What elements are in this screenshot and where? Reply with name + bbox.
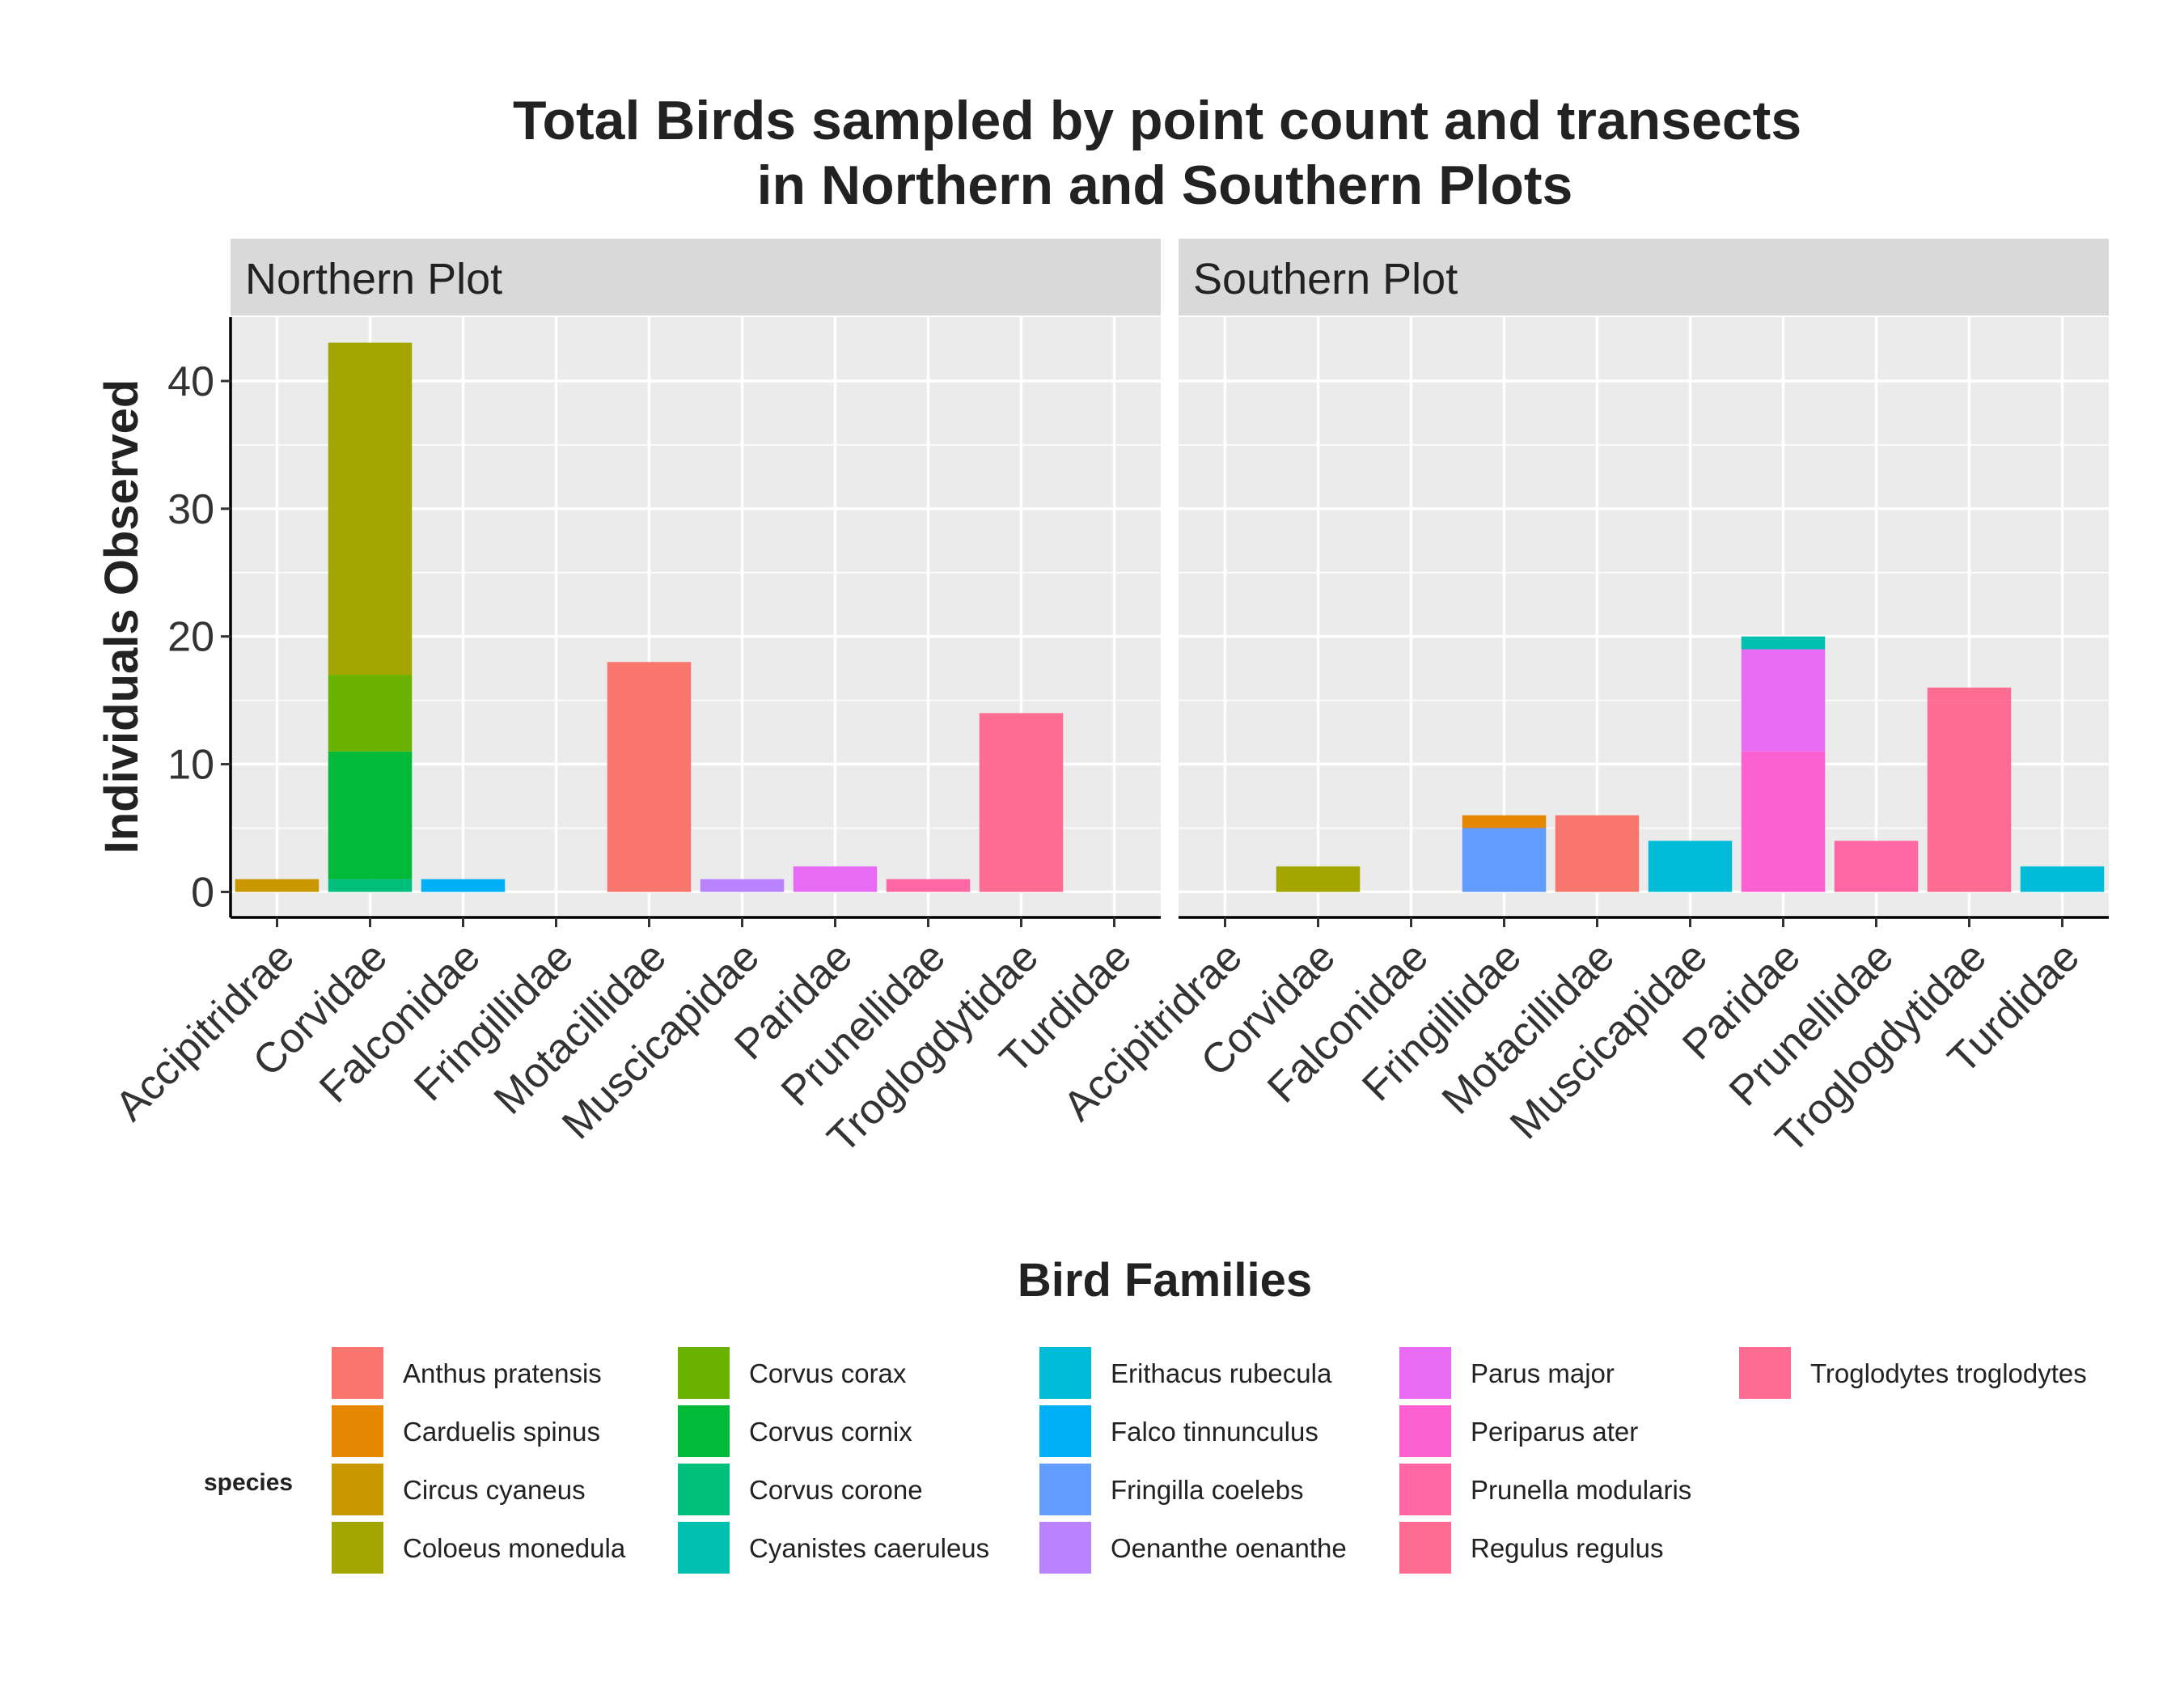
bar-motacillidae-anthus-pratensis [1555, 815, 1640, 892]
bar-corvidae-coloeus-monedula [328, 342, 413, 676]
chart-title: Total Birds sampled by point count and t… [513, 90, 1817, 216]
legend-item-carduelis-spinus: Carduelis spinus [332, 1405, 600, 1457]
legend-label: Carduelis spinus [403, 1417, 600, 1447]
legend-label: Anthus pratensis [403, 1358, 602, 1388]
panel-southern-plot: Southern PlotAccipitridraeCorvidaeFalcon… [1055, 239, 2109, 1162]
legend-key [1399, 1347, 1451, 1399]
y-tick-label: 40 [167, 358, 214, 405]
legend-key [1039, 1522, 1091, 1574]
legend-key [678, 1522, 730, 1574]
y-tick-label: 0 [191, 869, 214, 916]
facet-panels: Northern Plot010203040AccipitridraeCorvi… [107, 239, 2109, 1162]
x-axis-title: Bird Families [1018, 1254, 1312, 1307]
legend-item-troglodytes-troglodytes: Troglodytes troglodytes [1739, 1347, 2087, 1399]
bar-falconidae-falco-tinnunculus [421, 879, 506, 892]
bar-troglogdytidae-troglodytes-troglodytes [1927, 700, 2012, 892]
legend-item-erithacus-rubecula: Erithacus rubecula [1039, 1347, 1332, 1399]
bar-accipitridrae-circus-cyaneus [235, 879, 320, 892]
bar-troglogdytidae-troglodytes-troglodytes [979, 713, 1064, 892]
legend-item-corvus-corone: Corvus corone [678, 1464, 923, 1515]
legend-item-periparus-ater: Periparus ater [1399, 1405, 1638, 1457]
legend-key [1039, 1464, 1091, 1515]
bar-motacillidae-anthus-pratensis [607, 662, 692, 892]
legend-key [1399, 1405, 1451, 1457]
legend-key [332, 1464, 383, 1515]
bar-paridae-parus-major [1741, 649, 1826, 752]
bar-paridae-parus-major [793, 866, 878, 892]
chart-title-line-2: in Northern and Southern Plots [757, 155, 1573, 216]
bar-fringillidae-carduelis-spinus [1462, 815, 1547, 828]
bar-paridae-cyanistes-caeruleus [1741, 636, 1826, 650]
legend-item-fringilla-coelebs: Fringilla coelebs [1039, 1464, 1303, 1515]
facet-strip [1179, 239, 2109, 316]
bar-muscicapidae-erithacus-rubecula [1648, 841, 1733, 892]
legend-title: species [204, 1469, 293, 1496]
y-tick-label: 30 [167, 486, 214, 533]
legend-item-regulus-regulus: Regulus regulus [1399, 1522, 1663, 1574]
bar-prunellidae-prunella-modularis [886, 879, 971, 892]
legend-item-prunella-modularis: Prunella modularis [1399, 1464, 1691, 1515]
facet-label: Southern Plot [1193, 255, 1458, 303]
legend-item-cyanistes-caeruleus: Cyanistes caeruleus [678, 1522, 989, 1574]
legend-key [332, 1347, 383, 1399]
legend-label: Cyanistes caeruleus [749, 1533, 989, 1563]
y-tick-label: 10 [167, 742, 214, 789]
legend-label: Periparus ater [1471, 1417, 1638, 1447]
legend-item-oenanthe-oenanthe: Oenanthe oenanthe [1039, 1522, 1347, 1574]
y-tick-label: 20 [167, 614, 214, 661]
bar-corvidae-corvus-cornix [328, 751, 413, 879]
bar-muscicapidae-oenanthe-oenanthe [700, 879, 785, 892]
legend-label: Oenanthe oenanthe [1111, 1533, 1347, 1563]
panel-northern-plot: Northern Plot010203040AccipitridraeCorvi… [107, 239, 1161, 1162]
legend-item-falco-tinnunculus: Falco tinnunculus [1039, 1405, 1318, 1457]
legend-item-corvus-cornix: Corvus cornix [678, 1405, 912, 1457]
bar-corvidae-corvus-corone [328, 879, 413, 892]
legend-item-anthus-pratensis: Anthus pratensis [332, 1347, 602, 1399]
bar-prunellidae-prunella-modularis [1834, 841, 1919, 892]
legend-item-corvus-corax: Corvus corax [678, 1347, 907, 1399]
legend-key [1399, 1522, 1451, 1574]
chart-title-line-1: Total Birds sampled by point count and t… [513, 90, 1801, 151]
legend-label: Fringilla coelebs [1111, 1475, 1303, 1505]
legend-key [678, 1347, 730, 1399]
legend-label: Prunella modularis [1471, 1475, 1691, 1505]
legend-item-coloeus-monedula: Coloeus monedula [332, 1522, 626, 1574]
legend-label: Circus cyaneus [403, 1475, 586, 1505]
legend-label: Corvus cornix [749, 1417, 912, 1447]
legend-key [332, 1522, 383, 1574]
legend-key [332, 1405, 383, 1457]
legend-key [678, 1464, 730, 1515]
legend-label: Corvus corone [749, 1475, 923, 1505]
legend-label: Parus major [1471, 1358, 1615, 1388]
legend-label: Troglodytes troglodytes [1810, 1358, 2087, 1388]
legend: species Anthus pratensis Carduelis spinus… [204, 1347, 2087, 1574]
legend-key [1739, 1347, 1791, 1399]
bar-corvidae-coloeus-monedula [1276, 866, 1361, 892]
legend-key [1039, 1405, 1091, 1457]
bar-paridae-periparus-ater [1741, 751, 1826, 892]
bar-fringillidae-fringilla-coelebs [1462, 828, 1547, 892]
legend-key [678, 1405, 730, 1457]
legend-item-parus-major: Parus major [1399, 1347, 1615, 1399]
facet-label: Northern Plot [245, 255, 502, 303]
legend-label: Erithacus rubecula [1111, 1358, 1332, 1388]
legend-item-circus-cyaneus: Circus cyaneus [332, 1464, 586, 1515]
y-axis-title: Individuals Observed [95, 379, 148, 854]
bar-corvidae-corvus-corax [328, 675, 413, 752]
legend-label: Coloeus monedula [403, 1533, 626, 1563]
legend-label: Corvus corax [749, 1358, 907, 1388]
legend-label: Falco tinnunculus [1111, 1417, 1318, 1447]
legend-key [1039, 1347, 1091, 1399]
facet-strip [231, 239, 1161, 316]
legend-label: Regulus regulus [1471, 1533, 1663, 1563]
bar-troglogdytidae-regulus-regulus [1927, 687, 2012, 701]
legend-key [1399, 1464, 1451, 1515]
bar-turdidae-erithacus-rubecula [2020, 866, 2105, 892]
